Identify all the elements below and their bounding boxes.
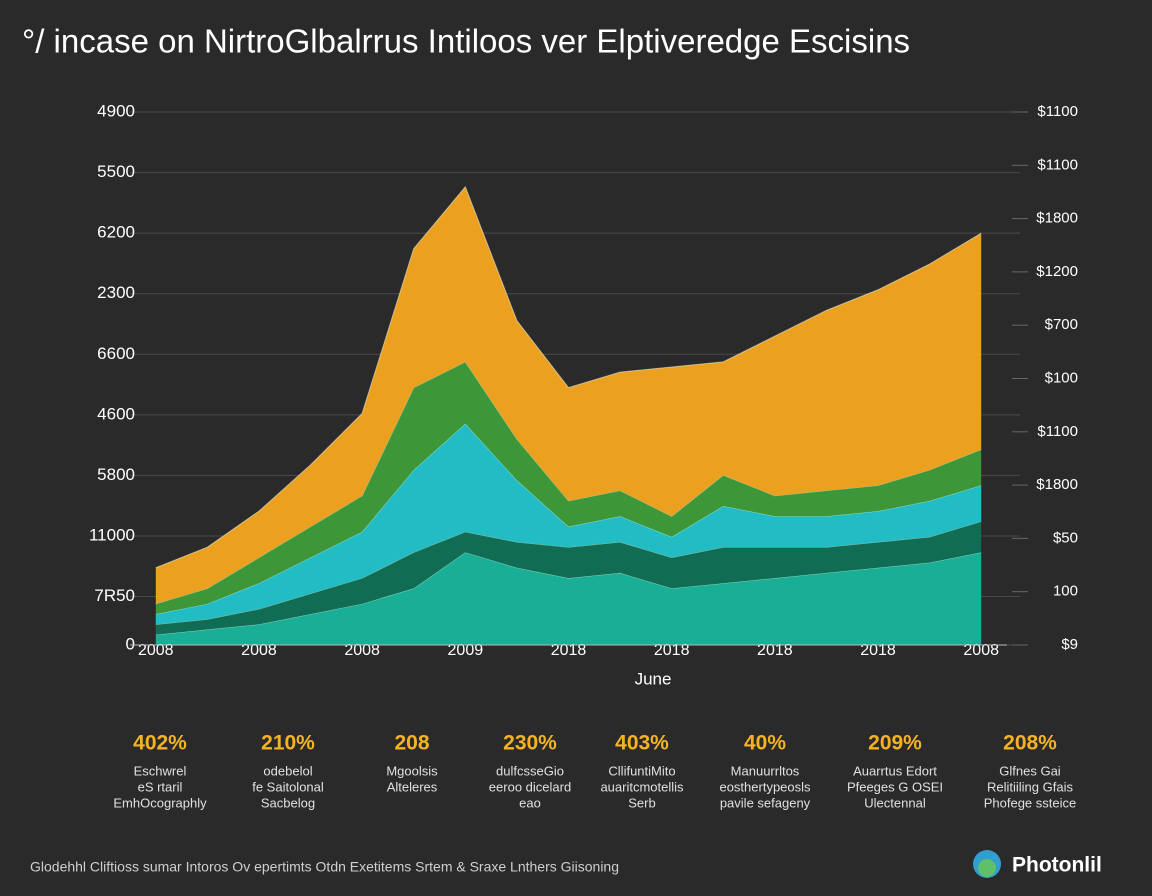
y-tick-label: 6200 (97, 223, 135, 242)
y-tick-label: 7R50 (94, 586, 135, 605)
y2-tick-label: $1200 (1036, 263, 1078, 280)
x-tick-label: 2008 (344, 642, 380, 659)
y-tick-label: 11000 (89, 525, 135, 544)
area (155, 361, 982, 615)
stat-label: Auarrtus Edort (853, 763, 937, 778)
stat-figure: 40% (744, 732, 786, 755)
x-tick-label: 2018 (860, 642, 896, 659)
y-tick-label: 4600 (97, 404, 135, 423)
stat-label: fe Saitolonal (252, 779, 324, 794)
brand: Photonlil (1012, 854, 1102, 877)
stat-label: auaritcmotellis (600, 779, 684, 794)
stat-label: eosthertypeosls (719, 779, 811, 794)
stat-label: Phofege ssteice (984, 795, 1077, 810)
y-tick-label: 2300 (97, 283, 135, 302)
chart-title: °/ incase on NirtroGlbalrrus Intiloos ve… (22, 23, 910, 60)
stat-label: Mgoolsis (386, 763, 438, 778)
stat-label: CllifuntiMito (608, 763, 675, 778)
y2-tick-label: 100 (1053, 583, 1078, 600)
x-tick-label: 2018 (654, 642, 690, 659)
y2-tick-label: $50 (1053, 529, 1078, 546)
y2-tick-label: $1100 (1037, 156, 1078, 173)
stat-label: odebelol (263, 763, 312, 778)
y-tick-label: 0 (126, 634, 135, 653)
x-tick-label: 2008 (138, 642, 174, 659)
x-tick-label: 2009 (448, 642, 484, 659)
stat-label: Sacbelog (261, 795, 315, 810)
stat-label: pavile sefageny (720, 795, 811, 810)
y2-tick-label: $1800 (1036, 476, 1078, 493)
stat-figure: 208 (394, 732, 429, 755)
stat-label: eeroo dicelard (489, 779, 571, 794)
stat-label: eS rtaril (138, 779, 183, 794)
x-tick-label: 2018 (757, 642, 793, 659)
stat-figure: 402% (133, 732, 187, 755)
stat-figure: 209% (868, 732, 922, 755)
footer-text: Glodehhl Cliftioss sumar Intoros Ov eper… (30, 859, 619, 875)
stat-label: dulfcsseGio (496, 763, 564, 778)
stat-label: Serb (628, 795, 655, 810)
y2-tick-label: $1800 (1036, 210, 1078, 227)
x-tick-label: 2008 (963, 642, 999, 659)
y2-tick-label: $700 (1045, 316, 1078, 333)
stat-label: Pfeeges G OSEI (847, 779, 943, 794)
stat-label: Ulectennal (864, 795, 926, 810)
area (155, 552, 982, 645)
y2-tick-label: $100 (1045, 369, 1078, 386)
stat-label: Alteleres (387, 779, 438, 794)
area-edge (155, 185, 982, 569)
y-tick-label: 6600 (97, 344, 135, 363)
stat-label: Glfnes Gai (999, 763, 1061, 778)
area (155, 423, 982, 625)
logo-icon-inner (978, 859, 996, 877)
y2-tick-label: $1100 (1037, 423, 1078, 440)
stat-label: EmhOcographly (113, 795, 207, 810)
area (155, 521, 982, 635)
area (155, 186, 982, 604)
x-tick-label: 2008 (241, 642, 277, 659)
stat-figure: 230% (503, 732, 557, 755)
stat-label: Manuurrltos (731, 763, 800, 778)
y-tick-label: 4900 (97, 101, 135, 120)
y2-tick-label: $1100 (1037, 103, 1078, 120)
stat-label: Relitiiling Gfais (987, 779, 1073, 794)
stat-label: Eschwrel (134, 763, 187, 778)
y2-tick-label: $9 (1061, 636, 1078, 653)
x-axis-label: June (635, 669, 672, 688)
y-tick-label: 5800 (97, 465, 135, 484)
x-tick-label: 2018 (551, 642, 587, 659)
stat-figure: 210% (261, 732, 315, 755)
stat-label: eao (519, 795, 541, 810)
stat-figure: 403% (615, 732, 669, 755)
y-tick-label: 5500 (97, 162, 135, 181)
stat-figure: 208% (1003, 732, 1057, 755)
